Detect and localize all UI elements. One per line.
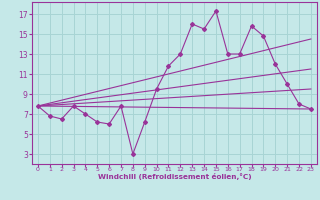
X-axis label: Windchill (Refroidissement éolien,°C): Windchill (Refroidissement éolien,°C)	[98, 173, 251, 180]
